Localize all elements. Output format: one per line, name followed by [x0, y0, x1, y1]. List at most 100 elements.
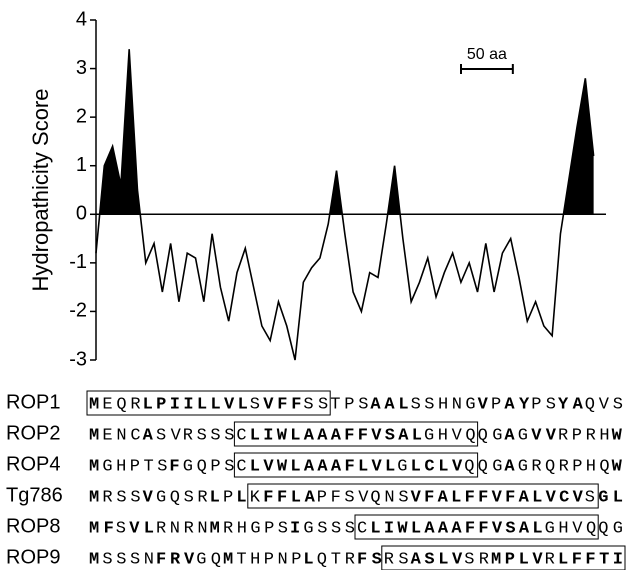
- sequence-segment: S: [585, 488, 595, 507]
- sequence-segment: ENC: [102, 426, 140, 445]
- sequence-segment: QTR: [317, 550, 355, 569]
- motif-box: [233, 452, 479, 478]
- sequence-segment: THPNP: [236, 550, 301, 569]
- scale-bar-label: 50 aa: [467, 46, 507, 63]
- sequence-segment: QVS: [585, 395, 623, 414]
- sequence-segment: LPIILLVL: [143, 395, 248, 414]
- sequence-segment: G: [518, 426, 528, 445]
- sequence-segment: V: [143, 488, 154, 507]
- sequence-segment: ASLV: [411, 550, 463, 569]
- sequence-segment: G: [397, 457, 407, 476]
- protein-name: ROP4: [6, 453, 60, 475]
- sequence-segment: SSHNG: [411, 395, 476, 414]
- sequence-segment: C: [236, 457, 246, 476]
- sequence-segment: M: [89, 488, 99, 507]
- sequence-segment: S: [250, 395, 260, 414]
- sequence-segment: A: [143, 426, 154, 445]
- sequence-segment: A: [504, 457, 515, 476]
- sequence-segment: GQSR: [156, 488, 208, 507]
- sequence-segment: VFF: [263, 395, 301, 414]
- sequence-segment: GHPTS: [102, 457, 167, 476]
- sequence-segment: A: [504, 426, 515, 445]
- sequence-segment: GQ: [196, 550, 221, 569]
- sequence-segment: TPS: [330, 395, 368, 414]
- sequence-segment: PFSV: [317, 488, 369, 507]
- sequence-segment: Q: [464, 457, 474, 476]
- sequence-segment: QG: [478, 426, 503, 445]
- y-axis-label: Hydropathicity Score: [28, 89, 53, 292]
- sequence-segment: LIWLAAAFFVSAL: [250, 426, 422, 445]
- sequence-segment: P: [223, 488, 233, 507]
- y-tick-label: 4: [76, 8, 87, 30]
- sequence-segment: M: [89, 395, 99, 414]
- sequence-segment: M: [89, 457, 99, 476]
- sequence-segment: GHVQ: [424, 426, 476, 445]
- sequence-segment: FRV: [156, 550, 195, 569]
- sequence-segment: M: [89, 426, 99, 445]
- sequence-segment: K: [250, 488, 261, 507]
- sequence-segment: VFALFFVFALVCV: [411, 488, 584, 507]
- sequence-segment: VV: [531, 426, 557, 445]
- sequence-segment: SS: [303, 395, 328, 414]
- sequence-segment: GQPS: [183, 457, 235, 476]
- protein-name: ROP1: [6, 391, 60, 413]
- y-tick-label: 1: [76, 154, 87, 176]
- sequence-segment: MPLV: [491, 550, 543, 569]
- y-tick-label: 2: [76, 105, 87, 127]
- y-tick-label: -3: [69, 348, 87, 370]
- motif-box: [354, 514, 599, 540]
- protein-name: ROP8: [6, 515, 60, 537]
- sequence-segment: YA: [558, 395, 584, 414]
- sequence-segment: P: [491, 395, 501, 414]
- sequence-segment: AY: [504, 395, 530, 414]
- sequence-segment: C: [236, 426, 246, 445]
- sequence-segment: L: [210, 488, 220, 507]
- sequence-segment: L: [303, 550, 313, 569]
- sequence-segment: W: [612, 426, 623, 445]
- sequence-segment: QNS: [370, 488, 408, 507]
- sequence-segment: I: [290, 519, 300, 538]
- sequence-segment: SSSN: [102, 550, 154, 569]
- sequence-segment: LVWLAAAFLVL: [250, 457, 395, 476]
- motif-box: [233, 421, 479, 447]
- sequence-segment: QG: [598, 519, 623, 538]
- sequence-segment: QG: [478, 457, 503, 476]
- sequence-segment: EQR: [102, 395, 140, 414]
- sequence-segment: RPRH: [558, 426, 610, 445]
- sequence-segment: PS: [531, 395, 556, 414]
- sequence-segment: RS: [384, 550, 409, 569]
- sequence-segment: RHGPS: [223, 519, 288, 538]
- protein-name: ROP9: [6, 546, 60, 568]
- sequence-segment: M: [210, 519, 220, 538]
- y-tick-label: -1: [69, 251, 87, 273]
- sequence-segment: LFFTI: [558, 550, 623, 569]
- sequence-segment: M: [223, 550, 233, 569]
- sequence-segment: GL: [598, 488, 623, 507]
- sequence-segment: MF: [89, 519, 114, 538]
- sequence-segment: FFLA: [263, 488, 315, 507]
- sequence-segment: C: [357, 519, 367, 538]
- sequence-segment: GSSS: [303, 519, 355, 538]
- motif-box: [247, 483, 599, 509]
- sequence-segment: SR: [464, 550, 489, 569]
- sequence-segment: GHVQ: [545, 519, 597, 538]
- sequence-segment: AAL: [370, 395, 408, 414]
- sequence-segment: VL: [129, 519, 154, 538]
- sequence-segment: V: [478, 395, 489, 414]
- y-tick-label: 0: [76, 203, 87, 225]
- sequence-segment: W: [612, 457, 623, 476]
- protein-name: ROP2: [6, 422, 60, 444]
- sequence-segment: R: [545, 550, 555, 569]
- protein-name: Tg786: [6, 484, 63, 506]
- hydropathy-line: [95, 49, 595, 361]
- sequence-segment: FS: [357, 550, 382, 569]
- positive-area: [96, 49, 594, 215]
- sequence-segment: L: [236, 488, 246, 507]
- sequence-segment: RSSS: [183, 426, 235, 445]
- sequence-segment: RSS: [102, 488, 140, 507]
- y-tick-label: 3: [76, 57, 87, 79]
- sequence-segment: RNRN: [156, 519, 208, 538]
- sequence-segment: LIWLAAAFFVSAL: [370, 519, 542, 538]
- y-tick-label: -2: [69, 300, 87, 322]
